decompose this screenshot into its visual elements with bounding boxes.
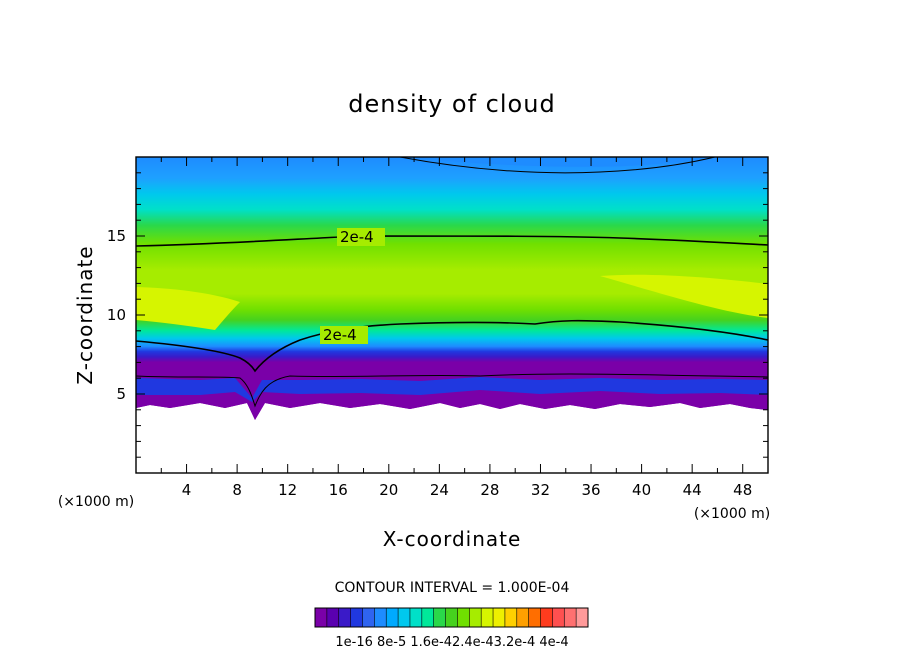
contour-label-lower: 2e-4 — [323, 326, 357, 344]
x-tick-label: 32 — [531, 481, 550, 499]
z-tick-label: 10 — [107, 306, 126, 324]
colorbar-swatch — [576, 608, 589, 627]
x-tick-label: 44 — [683, 481, 702, 499]
colorbar-swatch — [350, 608, 363, 627]
colorbar-swatch — [493, 608, 506, 627]
x-unit-label: (×1000 m) — [694, 506, 770, 522]
colorbar-swatch — [504, 608, 518, 627]
cloud-field — [136, 157, 768, 420]
x-axis-label: X-coordinate — [383, 527, 522, 551]
colorbar-labels: 1e-16 8e-5 1.6e-42.4e-43.2e-4 4e-4 — [335, 635, 568, 650]
contour-base — [136, 373, 768, 408]
colorbar-swatch — [552, 608, 565, 627]
colorbar-swatch — [315, 608, 328, 627]
x-tick-label: 8 — [232, 481, 242, 499]
z-tick-label: 15 — [107, 227, 126, 245]
contour-top — [399, 157, 716, 174]
z-axis: 5 10 15 — [107, 172, 768, 458]
x-tick-label: 4 — [182, 481, 192, 499]
colorbar-swatch — [374, 608, 387, 627]
colorbar-swatch — [433, 608, 446, 627]
contour-lower — [136, 319, 768, 373]
cloud-base-blue — [136, 377, 768, 402]
colorbar-swatch — [338, 608, 351, 627]
colorbar-swatch — [362, 608, 375, 627]
x-tick-label: 40 — [632, 481, 651, 499]
colorbar-swatch — [564, 608, 577, 627]
x-tick-label: 48 — [733, 481, 752, 499]
colorbar-swatch — [457, 608, 470, 627]
colorbar-swatch — [469, 608, 482, 627]
colorbar-swatch — [516, 608, 529, 627]
colorbar-swatch — [326, 608, 340, 627]
contour-upper — [136, 235, 768, 247]
contour-label-upper: 2e-4 — [340, 228, 374, 246]
colorbar-swatch — [540, 608, 553, 627]
colorbar-swatch — [386, 608, 399, 627]
x-tick-label: 28 — [480, 481, 499, 499]
top-blue-dome — [400, 157, 715, 167]
colorbar-frame — [314, 607, 589, 628]
x-tick-label: 36 — [581, 481, 600, 499]
z-tick-label: 5 — [116, 385, 126, 403]
x-tick-label: 16 — [329, 481, 348, 499]
colorbar-swatch — [398, 608, 411, 627]
colorbar-swatch — [409, 608, 423, 627]
colorbar-swatch — [445, 608, 458, 627]
x-tick-label: 20 — [379, 481, 398, 499]
x-axis: 4 8 12 16 20 24 28 32 36 40 44 48 — [160, 157, 752, 499]
yellow-core-left — [136, 287, 240, 330]
colorbar-swatch — [481, 608, 494, 627]
x-tick-label: 24 — [430, 481, 449, 499]
colorbar-swatch — [528, 608, 541, 627]
z-unit-label: (×1000 m) — [58, 494, 134, 510]
cloud-base-band — [136, 390, 768, 420]
chart-title: density of cloud — [348, 90, 555, 118]
plot-area: 2e-4 2e-4 — [136, 157, 768, 420]
yellow-core-right — [600, 274, 768, 318]
contour-interval-text: CONTOUR INTERVAL = 1.000E-04 — [335, 580, 570, 596]
x-tick-label: 12 — [278, 481, 297, 499]
colorbar-swatch — [421, 608, 434, 627]
colorbar — [314, 607, 589, 628]
z-axis-label: Z-coordinate — [73, 245, 97, 384]
